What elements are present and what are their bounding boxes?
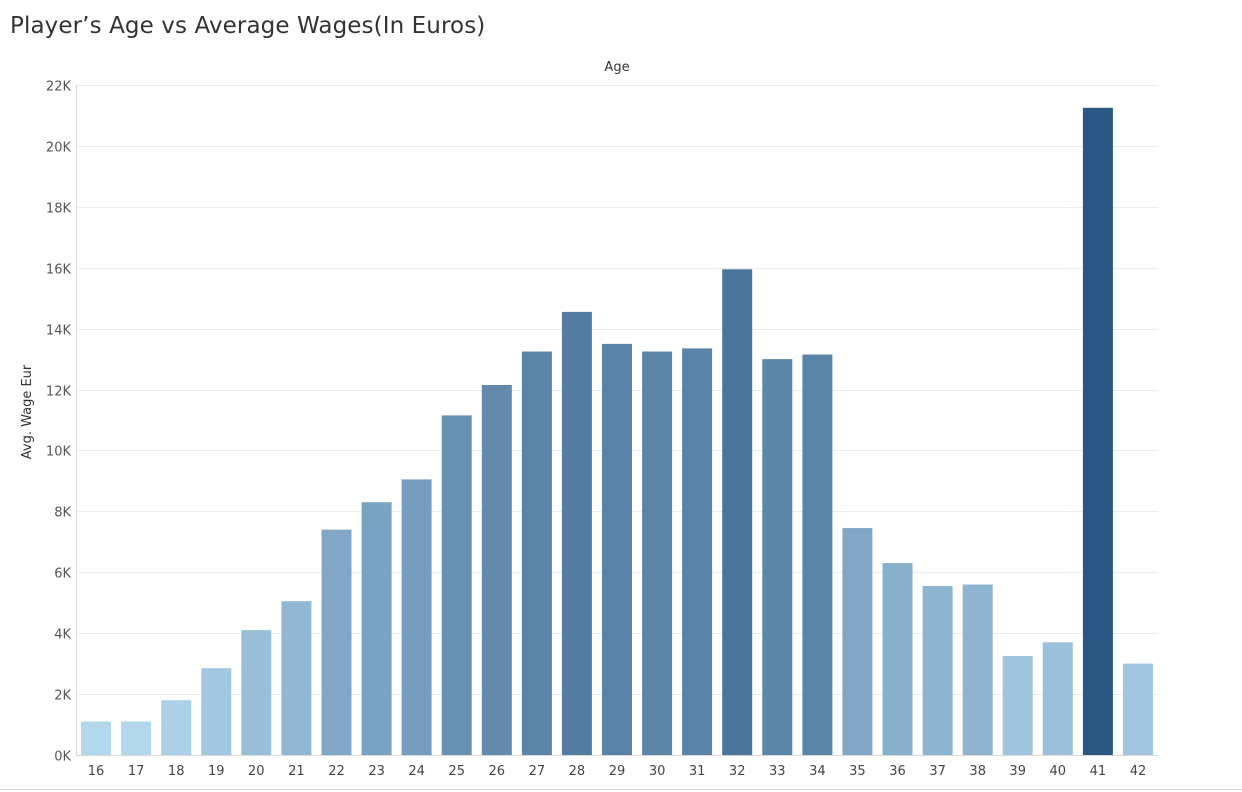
x-tick-label: 39 xyxy=(1009,764,1026,779)
x-tick-label: 32 xyxy=(729,764,746,779)
bar-age-23[interactable] xyxy=(361,502,392,755)
y-axis-title: Avg. Wage Eur xyxy=(20,364,35,459)
x-tick-label: 18 xyxy=(168,764,185,779)
x-tick-label: 20 xyxy=(248,764,265,779)
bottom-divider xyxy=(0,789,1242,790)
x-tick-label: 31 xyxy=(689,764,706,779)
bar-age-25[interactable] xyxy=(441,415,472,755)
bar-age-33[interactable] xyxy=(762,359,793,755)
bar-age-30[interactable] xyxy=(642,351,673,756)
bar-age-35[interactable] xyxy=(842,528,873,755)
bar-age-28[interactable] xyxy=(561,311,592,755)
y-tick-label: 10K xyxy=(46,445,72,460)
y-tick-label: 6K xyxy=(54,567,71,582)
y-tick-label: 4K xyxy=(54,628,71,643)
x-tick-label: 23 xyxy=(368,764,385,779)
x-tick-label: 34 xyxy=(809,764,826,779)
x-tick-label: 19 xyxy=(208,764,225,779)
x-tick-label: 33 xyxy=(769,764,786,779)
bar-age-32[interactable] xyxy=(722,269,753,756)
y-tick-label: 14K xyxy=(46,324,72,339)
x-tick-label: 41 xyxy=(1090,764,1107,779)
bar-age-19[interactable] xyxy=(201,668,232,755)
bar-age-21[interactable] xyxy=(281,601,312,755)
x-tick-label: 30 xyxy=(649,764,666,779)
chart-title: Player’s Age vs Average Wages(In Euros) xyxy=(10,13,486,39)
x-tick-label: 29 xyxy=(609,764,626,779)
y-tick-label: 20K xyxy=(46,141,72,156)
bar-age-18[interactable] xyxy=(161,700,192,755)
bar-age-26[interactable] xyxy=(481,385,512,755)
bar-age-20[interactable] xyxy=(241,630,272,755)
y-tick-label: 16K xyxy=(46,263,72,278)
bar-age-27[interactable] xyxy=(521,351,552,756)
x-tick-label: 22 xyxy=(328,764,345,779)
bar-age-24[interactable] xyxy=(401,479,432,755)
x-tick-label: 21 xyxy=(288,764,305,779)
y-tick-label: 8K xyxy=(54,506,71,521)
bar-age-39[interactable] xyxy=(1002,656,1033,755)
bar-age-31[interactable] xyxy=(682,348,713,755)
x-tick-label: 40 xyxy=(1050,764,1067,779)
x-tick-label: 24 xyxy=(408,764,425,779)
y-tick-label: 18K xyxy=(46,202,72,217)
x-tick-label: 36 xyxy=(889,764,906,779)
x-tick-label: 38 xyxy=(969,764,986,779)
x-tick-label: 42 xyxy=(1130,764,1147,779)
bar-age-29[interactable] xyxy=(602,343,632,755)
bar-age-16[interactable] xyxy=(81,721,111,756)
bar-age-17[interactable] xyxy=(121,721,152,756)
x-tick-label: 17 xyxy=(128,764,145,779)
bar-age-22[interactable] xyxy=(321,529,352,755)
x-tick-label: 35 xyxy=(849,764,866,779)
x-axis-title: Age xyxy=(604,60,629,75)
bar-age-41[interactable] xyxy=(1082,107,1113,756)
bar-age-40[interactable] xyxy=(1042,642,1073,755)
x-tick-label: 37 xyxy=(929,764,946,779)
x-tick-label: 16 xyxy=(88,764,105,779)
y-tick-label: 12K xyxy=(46,385,72,400)
x-tick-label: 27 xyxy=(529,764,546,779)
y-tick-label: 22K xyxy=(46,80,72,95)
bar-age-37[interactable] xyxy=(922,586,953,755)
bar-age-42[interactable] xyxy=(1123,663,1153,755)
bar-age-34[interactable] xyxy=(802,354,833,756)
x-tick-label: 25 xyxy=(448,764,465,779)
bar-age-38[interactable] xyxy=(962,584,993,756)
x-tick-label: 28 xyxy=(569,764,586,779)
y-tick-label: 0K xyxy=(54,750,71,765)
y-tick-label: 2K xyxy=(54,689,71,704)
bar-age-36[interactable] xyxy=(882,563,913,755)
x-tick-label: 26 xyxy=(489,764,506,779)
